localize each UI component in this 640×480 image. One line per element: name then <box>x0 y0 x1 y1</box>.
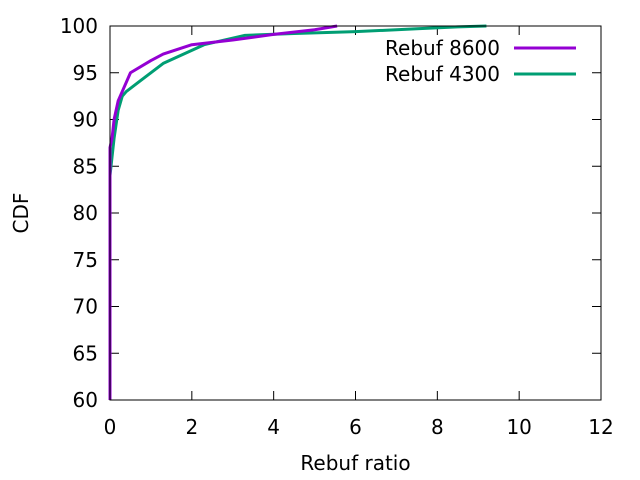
y-tick-label: 65 <box>73 341 98 365</box>
legend-label: Rebuf 8600 <box>385 36 500 60</box>
y-tick-label: 60 <box>73 388 98 412</box>
y-tick-label: 90 <box>73 108 98 132</box>
x-tick-label: 12 <box>588 415 613 439</box>
x-tick-label: 10 <box>506 415 531 439</box>
x-axis-label: Rebuf ratio <box>300 451 410 475</box>
series-line-rebuf-8600 <box>108 24 338 400</box>
plot-frame <box>109 25 602 401</box>
y-tick-label: 80 <box>73 201 98 225</box>
legend-label: Rebuf 4300 <box>385 62 500 86</box>
tick-labels: 0 2 4 6 8 10 12 60 65 70 75 80 85 90 95 100 <box>60 14 614 439</box>
series-lines <box>108 24 487 400</box>
series-line-rebuf-4300 <box>108 24 487 400</box>
x-tick-label: 0 <box>104 415 117 439</box>
axis-ticks <box>109 25 602 401</box>
y-tick-label: 95 <box>73 61 98 85</box>
y-tick-label: 75 <box>73 248 98 272</box>
y-axis-label: CDF <box>9 193 33 234</box>
x-tick-label: 4 <box>267 415 280 439</box>
x-tick-label: 8 <box>431 415 444 439</box>
y-tick-label: 70 <box>73 295 98 319</box>
x-tick-label: 6 <box>349 415 362 439</box>
y-tick-label: 100 <box>60 14 98 38</box>
y-tick-label: 85 <box>73 154 98 178</box>
x-tick-label: 2 <box>185 415 198 439</box>
